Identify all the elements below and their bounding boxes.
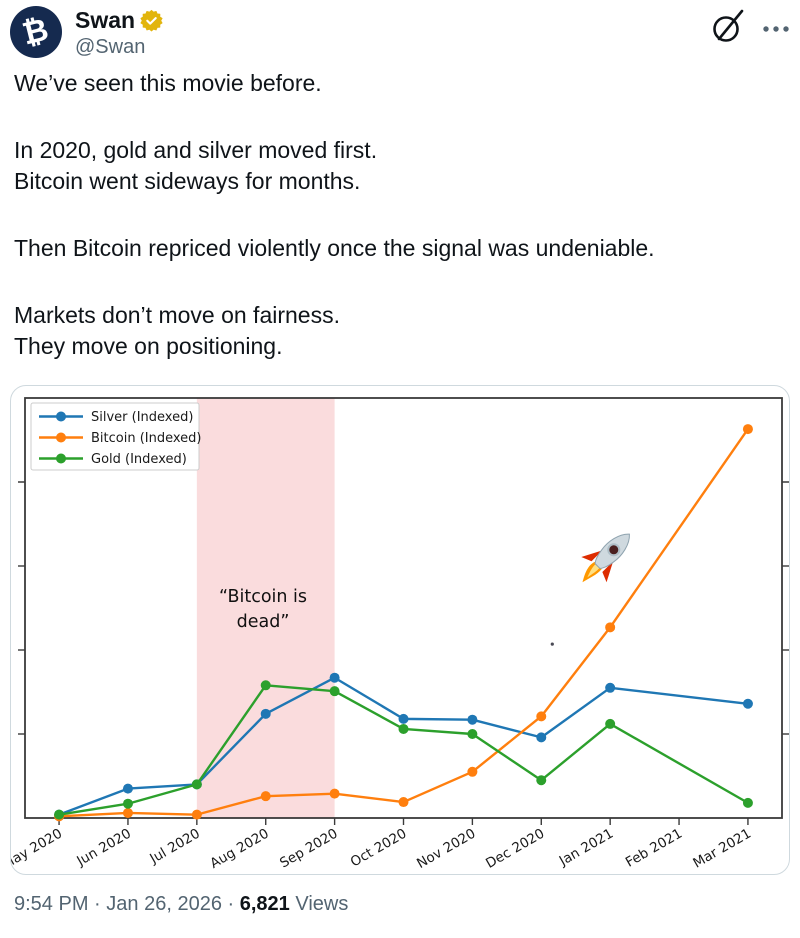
shaded-region [196,398,335,818]
data-point-gold [398,723,409,734]
data-point-gold [467,729,478,739]
x-axis-label: May 2020 [11,826,65,873]
post-meta: 9:54 PM · Jan 26, 2026 · 6,821 Views [14,893,348,916]
data-point-bitcoin [191,809,202,820]
header-actions [710,8,792,46]
data-point-bitcoin [398,797,409,808]
x-axis-label: Aug 2020 [207,826,271,872]
meta-separator-2: · [227,893,235,915]
data-point-bitcoin [742,424,753,435]
data-point-silver [467,714,478,725]
bitcoin-is-dead-annotation: “Bitcoin is [219,587,307,607]
tweet-text: We’ve seen this movie before. In 2020, go… [14,68,788,362]
legend-marker [56,411,66,422]
post-date: Jan 26, 2026 [106,893,222,915]
data-point-gold [329,686,340,697]
post-time: 9:54 PM [14,893,89,915]
x-axis-label: Nov 2020 [414,826,478,872]
tweet-paragraph-3: Then Bitcoin repriced violently once the… [14,235,655,261]
bitcoin-is-dead-annotation: dead” [237,612,290,632]
x-axis-label: Oct 2020 [348,826,410,871]
views-label[interactable]: Views [295,893,349,915]
x-axis-label: Jul 2020 [146,826,202,868]
data-point-gold [191,779,202,790]
x-axis-label: Dec 2020 [483,826,547,872]
series-line-bitcoin [59,428,749,818]
price-chart: May 2020 Jun 2020 Jul 2020 Aug 2020 Sep 2020… [11,397,789,873]
data-point-gold [54,809,65,820]
grok-icon[interactable] [710,8,748,46]
views-count: 6,821 [239,893,290,915]
data-point-bitcoin [122,807,133,818]
x-axis-label: Jan 2021 [556,826,616,870]
data-point-silver [260,708,271,719]
dust-speck [550,642,554,646]
data-point-gold [605,718,616,729]
data-point-silver [122,783,133,794]
tweet-paragraph-4: Markets don’t move on fairness. They move… [14,302,340,359]
rocket-emoji [581,533,630,583]
data-point-silver [605,682,616,693]
x-axis-label: Jun 2020 [73,826,134,870]
display-name[interactable]: Swan [75,7,136,33]
x-axis-label: Sep 2020 [277,826,341,872]
user-handle[interactable]: @Swan [75,36,146,58]
legend-marker [56,453,66,464]
data-point-silver [329,672,340,683]
legend-label: Gold (Indexed) [91,452,187,467]
data-point-gold [742,797,753,808]
data-point-silver [742,698,753,709]
data-point-bitcoin [260,791,271,802]
more-options-icon[interactable] [760,8,792,46]
data-point-bitcoin [536,711,547,722]
legend-box [30,402,200,471]
x-axis-label: Feb 2021 [623,826,685,871]
series-line-gold [58,684,749,816]
avatar[interactable]: ₿ [10,6,62,58]
data-point-bitcoin [329,788,340,799]
meta-separator-1: · [94,893,101,915]
chart-legend: Silver (Indexed) Bitcoin (Indexed) Gold (I… [30,402,202,471]
chart-image[interactable]: May 2020 Jun 2020 Jul 2020 Aug 2020 Sep 2020… [10,385,790,875]
author-name-row: Swan [75,7,163,33]
data-point-bitcoin [605,622,616,633]
data-point-bitcoin [467,766,478,777]
legend-label: Bitcoin (Indexed) [91,431,202,446]
legend-label: Silver (Indexed) [91,410,193,425]
legend-marker [56,432,66,443]
x-axis-label: Mar 2021 [690,826,754,872]
data-point-gold [260,680,271,691]
gold-verified-badge-icon [140,9,163,31]
tweet-paragraph-2: In 2020, gold and silver moved first. Bit… [14,137,378,194]
data-point-gold [122,798,133,809]
data-point-gold [536,775,547,786]
bitcoin-logo: ₿ [19,10,53,53]
data-point-silver [536,732,547,743]
tweet-paragraph-1: We’ve seen this movie before. [14,70,322,96]
series-line-silver [58,676,749,816]
data-point-silver [398,713,409,724]
